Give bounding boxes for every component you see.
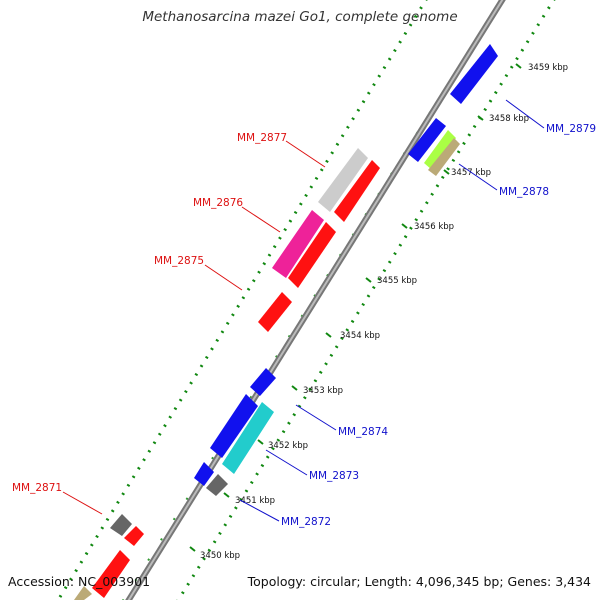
tick-label-3452: 3452 kbp [268,441,308,451]
leader-mm2872 [239,499,280,522]
genome-backbone-highlight [127,0,504,600]
leader-mm2871 [62,491,103,515]
gene-mm2878-part-c[interactable] [428,138,460,176]
map-title: Methanosarcina mazei Go1, complete genom… [142,9,458,25]
gene-label-mm2875: MM_2875 [154,255,204,267]
gene-label-mm2878: MM_2878 [499,186,549,198]
tick-label-3457: 3457 kbp [451,168,491,178]
leader-mm2876 [241,206,281,233]
tick-label-3450: 3450 kbp [200,551,240,561]
gene-mm2873[interactable] [222,402,274,474]
gene-mm2877-red[interactable] [334,160,380,222]
outer-dotted-line-right [176,0,556,600]
leader-mm2873 [265,449,308,476]
tick-label-3458: 3458 kbp [489,114,529,124]
gene-bottom-red[interactable] [92,550,130,598]
gene-mm2874[interactable] [250,368,276,396]
leader-mm2879 [505,99,545,129]
gene-mm2878-part-b[interactable] [424,130,456,170]
outer-dotted-line-left [56,0,428,600]
gene-mm2878-part-a[interactable] [408,118,446,162]
tick-label-3455: 3455 kbp [377,276,417,286]
gene-bottom-khaki[interactable] [74,586,92,600]
gene-label-mm2872: MM_2872 [281,516,331,528]
tick-label-3454: 3454 kbp [340,331,380,341]
gene-label-mm2877: MM_2877 [237,132,287,144]
gene-label-mm2871: MM_2871 [12,482,62,494]
gene-mm2875[interactable] [258,292,292,332]
genome-summary: Topology: circular; Length: 4,096,345 bp… [247,574,591,589]
gene-label-mm2874: MM_2874 [338,426,388,438]
tick-label-3459: 3459 kbp [528,63,568,73]
leader-mm2874 [295,404,337,431]
gene-label-mm2879: MM_2879 [546,123,596,135]
leader-mm2878 [458,163,498,191]
accession-label: Accession: NC_003901 [8,574,151,589]
leader-mm2875 [204,264,243,291]
gene-mm2871[interactable] [110,514,132,536]
gene-mm2873-blue[interactable] [210,394,258,458]
leader-mm2877 [285,140,326,168]
gene-mm2872[interactable] [206,474,228,496]
tick-label-3453: 3453 kbp [303,386,343,396]
tick-label-3456: 3456 kbp [414,222,454,232]
tick-label-3451: 3451 kbp [235,496,275,506]
gene-mm2871-red[interactable] [124,526,144,546]
gene-label-mm2873: MM_2873 [309,470,359,482]
gene-label-mm2876: MM_2876 [193,197,243,209]
gene-mm2877[interactable] [318,148,368,212]
kbp-tick-marks [189,63,522,552]
gene-mm2872-blue[interactable] [194,462,214,486]
gene-mm2876[interactable] [272,210,324,278]
gene-mm2876-red[interactable] [288,222,336,288]
gene-mm2879[interactable] [450,44,498,104]
